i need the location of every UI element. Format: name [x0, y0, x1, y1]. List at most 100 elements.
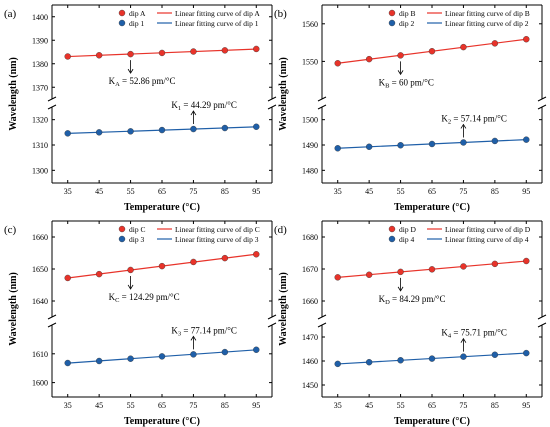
- data-point-dip-A: [95, 52, 103, 59]
- legend-fit-label: Linear fitting curve of dip 3: [175, 235, 259, 244]
- legend-fit-label: Linear fitting curve of dip B: [445, 9, 530, 18]
- x-tick-label: 85: [221, 401, 229, 410]
- x-axis-label: Temperature (°C): [394, 416, 470, 427]
- data-point-dip-1: [190, 125, 197, 133]
- x-tick-label: 95: [252, 187, 260, 196]
- y-tick-label: 1500: [302, 116, 318, 125]
- x-tick-label: 35: [334, 187, 342, 196]
- x-tick-label: 55: [397, 401, 405, 410]
- x-tick-label: 85: [491, 401, 499, 410]
- legend-marker: [118, 19, 126, 27]
- y-tick-label: 1550: [302, 57, 318, 66]
- data-point-dip-2: [365, 143, 373, 150]
- data-point-dip-3: [95, 357, 103, 365]
- y-tick-label: 1600: [32, 379, 48, 388]
- data-point-dip-D: [491, 260, 499, 268]
- panel-d: (d) 35 45 55 65 75 85 95 Temperature (°C) Wavelen…: [274, 220, 547, 427]
- annotation-arrowhead: [397, 286, 404, 292]
- axis-break-mark: [537, 104, 547, 110]
- slope-annotation-upper: KB = 60 pm/°C: [379, 77, 434, 89]
- x-tick-label: 65: [428, 401, 436, 410]
- y-tick-label: 1320: [32, 116, 48, 125]
- x-tick-label: 95: [522, 401, 530, 410]
- y-tick-label: 1470: [302, 333, 318, 342]
- slope-annotation-lower: K3 = 77.14 pm/°C: [171, 325, 236, 337]
- x-tick-label: 35: [64, 401, 72, 410]
- y-axis-label: Wavelength (nm): [278, 57, 289, 131]
- data-point-dip-1: [64, 130, 71, 137]
- x-tick-label: 45: [365, 187, 373, 196]
- data-point-dip-D: [523, 257, 530, 265]
- data-point-dip-3: [158, 353, 166, 360]
- x-tick-label: 75: [459, 187, 467, 196]
- data-point-dip-D: [460, 263, 467, 270]
- y-tick-label: 1400: [32, 13, 48, 22]
- panel-label: (c): [4, 224, 17, 236]
- axis-break-mark: [537, 96, 547, 102]
- panel-label: (a): [4, 8, 17, 20]
- axis-break-mark: [267, 314, 277, 320]
- x-tick-label: 85: [221, 187, 229, 196]
- data-point-dip-1: [253, 123, 260, 130]
- x-tick-label: 45: [95, 187, 103, 196]
- data-point-dip-4: [491, 351, 499, 358]
- x-tick-label: 75: [189, 401, 197, 410]
- data-point-dip-4: [365, 359, 373, 366]
- data-point-dip-3: [221, 348, 229, 356]
- legend-label: dip B: [399, 9, 415, 18]
- data-point-dip-B: [428, 48, 436, 55]
- x-tick-label: 95: [252, 401, 260, 410]
- axis-break-mark: [317, 314, 327, 320]
- annotation-arrowhead: [127, 68, 134, 74]
- data-point-dip-C: [95, 270, 103, 278]
- data-point-dip-A: [190, 48, 197, 55]
- data-point-dip-B: [491, 40, 499, 47]
- legend-label: dip 1: [129, 19, 144, 28]
- slope-annotation-upper: KD = 84.29 pm/°C: [379, 294, 446, 306]
- data-point-dip-B: [460, 43, 467, 51]
- y-tick-label: 1380: [32, 60, 48, 69]
- y-tick-label: 1650: [32, 265, 48, 274]
- axis-break-mark: [317, 322, 327, 328]
- legend-fit-label: Linear fitting curve of dip D: [445, 225, 531, 234]
- legend-label: dip D: [399, 225, 416, 234]
- legend-label: dip 4: [399, 235, 414, 244]
- data-point-dip-2: [460, 139, 467, 146]
- x-axis-label: Temperature (°C): [124, 416, 200, 427]
- x-tick-label: 35: [334, 401, 342, 410]
- data-point-dip-A: [158, 49, 166, 57]
- slope-annotation-upper: KC = 124.29 pm/°C: [109, 292, 180, 304]
- data-point-dip-3: [253, 346, 260, 353]
- legend-marker: [388, 9, 396, 17]
- data-point-dip-4: [523, 349, 530, 357]
- legend-marker: [388, 225, 396, 233]
- axis-break-mark: [47, 322, 57, 328]
- data-point-dip-D: [428, 266, 436, 273]
- data-point-dip-1: [95, 129, 103, 136]
- x-tick-label: 85: [491, 187, 499, 196]
- data-point-dip-1: [221, 124, 229, 132]
- y-tick-label: 1490: [302, 141, 318, 150]
- legend-fit-label: Linear fitting curve of dip 2: [445, 19, 529, 28]
- data-point-dip-2: [523, 136, 530, 143]
- annotation-arrowhead: [397, 70, 404, 76]
- slope-annotation-upper: KA = 52.86 pm/°C: [109, 76, 176, 88]
- legend: dip B Linear fitting curve of dip B dip 2 L…: [388, 9, 530, 28]
- annotation-arrowhead: [127, 284, 134, 290]
- y-tick-label: 1460: [302, 357, 318, 366]
- data-point-dip-C: [253, 251, 260, 258]
- panel-label: (b): [274, 8, 287, 20]
- data-point-dip-2: [428, 140, 436, 148]
- annotation-arrowhead: [460, 337, 467, 343]
- y-tick-label: 1680: [302, 233, 318, 242]
- panel-a: (a) 35 45 55 65 75 85 95 Temperature (°C) Wavelen…: [4, 4, 277, 213]
- axis-break-mark: [537, 322, 547, 328]
- legend-marker: [388, 19, 396, 27]
- legend-marker: [388, 235, 396, 243]
- legend-label: dip C: [129, 225, 145, 234]
- slope-annotation-lower: K1 = 44.29 pm/°C: [171, 100, 236, 112]
- legend: dip C Linear fitting curve of dip C dip 3 L…: [118, 225, 260, 244]
- data-point-dip-1: [158, 126, 166, 134]
- y-tick-label: 1660: [302, 297, 318, 306]
- data-point-dip-4: [334, 360, 341, 368]
